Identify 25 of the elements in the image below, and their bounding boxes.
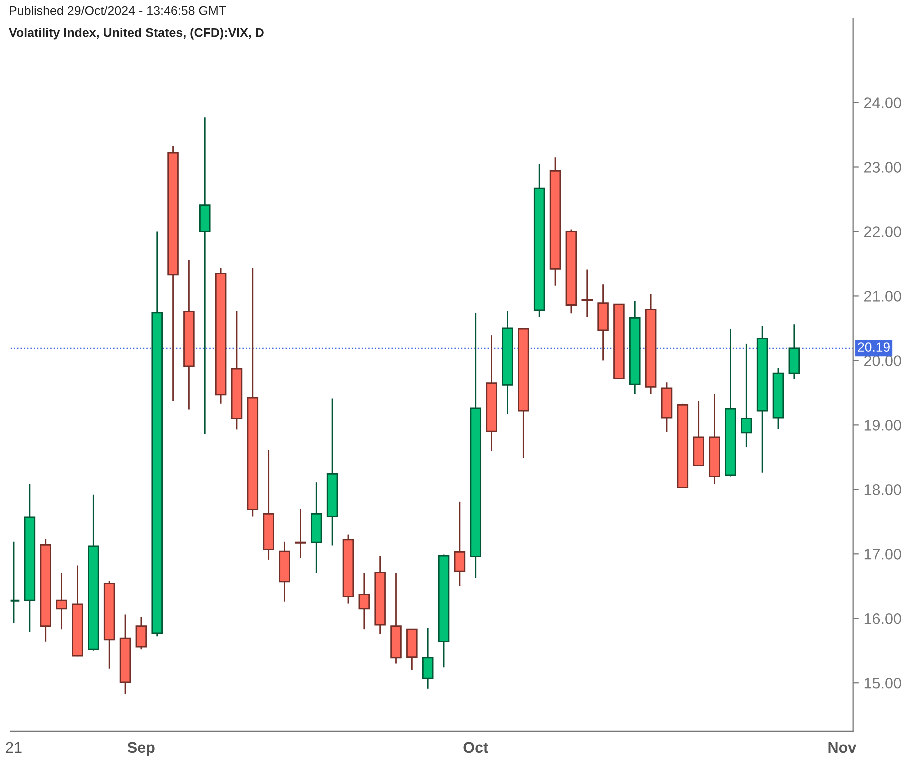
candlestick [582,269,593,318]
candlestick [422,628,434,690]
candlestick [740,343,752,448]
candlestick [454,501,466,588]
x-tick-label: Oct [464,742,488,754]
y-tick-label: 23.00 [864,162,902,173]
ref-line-label: 20.19 [858,342,890,352]
x-tick-label: Nov [828,742,857,754]
candlestick [56,572,68,630]
y-tick-label: 17.00 [864,549,902,560]
text: Published 29/Oct/2024 - 13:46:58 GMT [10,6,226,16]
y-tick-label: 16.00 [864,613,902,624]
y-tick-label: 24.00 [864,98,902,108]
y-tick-label: 22.00 [864,226,902,238]
y-tick-label: 18.00 [864,484,902,496]
x-tick-label: Sep [128,742,155,756]
candlestick [358,572,370,630]
y-tick-label: 19.00 [864,420,902,431]
candlestick [200,116,211,435]
text: Volatility Index, United States, (CFD):VIX, D [9,28,264,40]
candlestick [136,616,148,650]
x-tick-label: 21 [6,742,22,753]
candlestick [295,508,306,559]
y-tick-label: 15.00 [864,678,902,689]
y-tick-label: 21.00 [864,291,902,302]
